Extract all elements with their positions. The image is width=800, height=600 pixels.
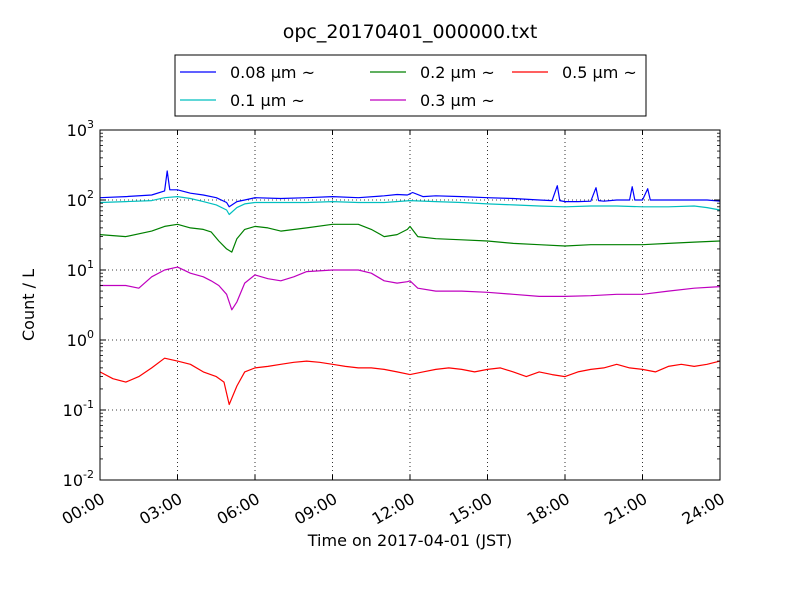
legend-label-1: 0.1 μm ~ [230, 91, 305, 110]
series-line-1 [99, 196, 721, 216]
x-axis-label: Time on 2017-04-01 (JST) [307, 531, 512, 550]
y-tick-label: 103 [67, 118, 94, 140]
legend-label-4: 0.5 μm ~ [562, 63, 637, 82]
y-tick-label: 100 [67, 328, 94, 350]
y-tick-label: 101 [67, 258, 94, 280]
legend-box [174, 54, 647, 117]
legend: 0.08 μm ~ 0.1 μm ~ 0.2 μm ~ 0.3 μm ~ 0.5 μm … [174, 54, 647, 117]
legend-label-0: 0.08 μm ~ [230, 63, 315, 82]
series-line-2 [99, 223, 721, 253]
y-tick-label: 102 [67, 188, 94, 210]
series-line-3 [100, 266, 721, 311]
chart-title: opc_20170401_000000.txt [283, 21, 538, 43]
series-line-4 [99, 357, 721, 406]
y-tick-label: 10-1 [63, 398, 94, 420]
series-line-0 [99, 170, 721, 208]
legend-label-3: 0.3 μm ~ [420, 91, 495, 110]
legend-label-2: 0.2 μm ~ [420, 63, 495, 82]
y-tick-label: 10-2 [63, 468, 94, 490]
y-axis-label: Count / L [19, 269, 38, 341]
series-lines [99, 170, 721, 406]
